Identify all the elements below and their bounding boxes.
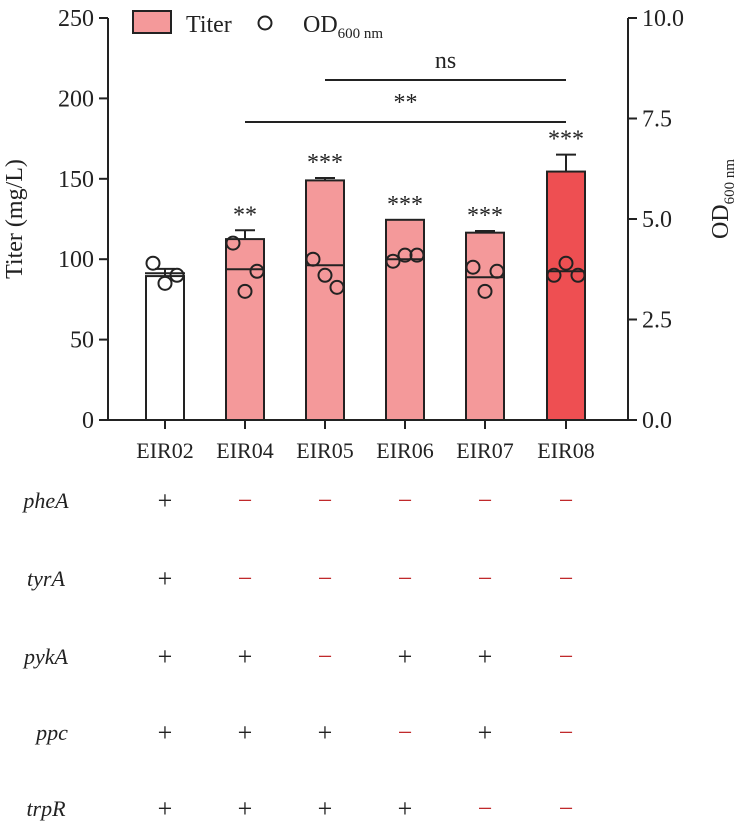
left-y-tick-label: 0 xyxy=(82,408,94,434)
genotype-trpR-eir04: + xyxy=(238,794,253,823)
legend-od-label: OD600 nm xyxy=(303,12,383,42)
genotype-ppc-eir06: − xyxy=(398,718,413,747)
right-y-axis-title-main: OD xyxy=(708,204,734,239)
genotype-ppc-eir05: + xyxy=(318,718,333,747)
genotype-pykA-eir04: + xyxy=(238,642,253,671)
bar-eir02 xyxy=(145,275,185,422)
right-y-tick-label: 10.0 xyxy=(642,6,684,32)
significance-label: *** xyxy=(387,192,423,218)
bar-eir04 xyxy=(225,238,265,421)
gene-label-tyrA: tyrA xyxy=(27,566,65,591)
genotype-trpR-eir06: + xyxy=(398,794,413,823)
right-y-tick-label: 5.0 xyxy=(642,207,672,233)
od-point xyxy=(558,255,574,271)
left-y-tick-label: 200 xyxy=(58,86,94,112)
genotype-tyrA-eir06: − xyxy=(398,564,413,593)
genotype-trpR-eir02: + xyxy=(158,794,173,823)
bar-eir08 xyxy=(546,170,586,421)
genotype-ppc-eir04: + xyxy=(238,718,253,747)
od-point xyxy=(305,251,321,267)
x-tick-label: EIR06 xyxy=(376,438,433,463)
genotype-tyrA-eir02: + xyxy=(158,564,173,593)
gene-label-ppc: ppc xyxy=(34,720,68,745)
genotype-trpR-eir08: − xyxy=(559,794,574,823)
od-point xyxy=(570,267,586,283)
left-y-tick-label: 150 xyxy=(58,167,94,193)
bracket-label: ns xyxy=(435,48,456,74)
genotype-table: pheA + − − − − − tyrA + − − − − − pykA + + − + + − ppc + + + − + − t… xyxy=(21,486,573,823)
gene-label-pykA: pykA xyxy=(22,644,69,669)
od-point xyxy=(385,253,401,269)
left-y-tick-label: 100 xyxy=(58,247,94,273)
genotype-ppc-eir08: − xyxy=(559,718,574,747)
gene-label-trpR: trpR xyxy=(26,796,66,821)
significance-label: ** xyxy=(233,202,257,228)
od-point xyxy=(465,259,481,275)
genotype-tyrA-eir08: − xyxy=(559,564,574,593)
left-y-tick-label: 250 xyxy=(58,6,94,32)
genotype-pheA-eir04: − xyxy=(238,486,253,515)
right-y-tick-label: 2.5 xyxy=(642,308,672,334)
od-point xyxy=(169,267,185,283)
x-tick-label: EIR04 xyxy=(216,438,273,463)
od-point xyxy=(157,275,173,291)
x-tick-label: EIR05 xyxy=(296,438,353,463)
genotype-pheA-eir08: − xyxy=(559,486,574,515)
genotype-ppc-eir02: + xyxy=(158,718,173,747)
genotype-pykA-eir05: − xyxy=(318,642,333,671)
gene-label-pheA: pheA xyxy=(21,488,69,513)
genotype-tyrA-eir07: − xyxy=(478,564,493,593)
right-y-tick-label: 0.0 xyxy=(642,408,672,434)
legend-od-sub: 600 nm xyxy=(338,26,384,42)
legend-od-main: OD xyxy=(303,12,338,38)
od-point xyxy=(249,263,265,279)
genotype-pykA-eir02: + xyxy=(158,642,173,671)
genotype-tyrA-eir05: − xyxy=(318,564,333,593)
right-y-tick-label: 7.5 xyxy=(642,107,672,133)
left-y-tick-label: 50 xyxy=(70,328,94,354)
genotype-pykA-eir06: + xyxy=(398,642,413,671)
x-tick-label: EIR02 xyxy=(136,438,193,463)
od-point xyxy=(489,263,505,279)
od-point xyxy=(225,235,241,251)
od-point xyxy=(409,247,425,263)
genotype-pykA-eir08: − xyxy=(559,642,574,671)
x-tick-label: EIR07 xyxy=(456,438,513,463)
genotype-ppc-eir07: + xyxy=(478,718,493,747)
legend-titer-swatch xyxy=(132,10,172,34)
significance-label: *** xyxy=(307,150,343,176)
od-point xyxy=(237,283,253,299)
od-point xyxy=(546,267,562,283)
genotype-pheA-eir02: + xyxy=(158,486,173,515)
right-y-axis-title-sub: 600 nm xyxy=(722,159,738,205)
bar-eir05 xyxy=(305,179,345,421)
left-y-axis-title: Titer (mg/L) xyxy=(2,159,28,279)
genotype-trpR-eir07: − xyxy=(478,794,493,823)
od-point xyxy=(145,255,161,271)
bar-eir06 xyxy=(385,218,425,421)
od-point xyxy=(317,267,333,283)
legend-od-marker xyxy=(257,15,273,31)
plot-area: 0 50 100 150 200 250 0.0 2.5 5.0 7.5 10.0 Titer (mg… xyxy=(2,6,738,463)
od-point xyxy=(477,283,493,299)
right-y-axis-title: OD600 nm xyxy=(708,159,738,239)
genotype-pheA-eir05: − xyxy=(318,486,333,515)
significance-label: *** xyxy=(467,203,503,229)
genotype-pheA-eir06: − xyxy=(398,486,413,515)
legend-titer-label: Titer xyxy=(186,12,232,38)
x-tick-label: EIR08 xyxy=(537,438,594,463)
genotype-pheA-eir07: − xyxy=(478,486,493,515)
genotype-pykA-eir07: + xyxy=(478,642,493,671)
genotype-trpR-eir05: + xyxy=(318,794,333,823)
significance-label: *** xyxy=(548,127,584,153)
od-point xyxy=(329,279,345,295)
bracket-label: ** xyxy=(394,90,418,116)
genotype-tyrA-eir04: − xyxy=(238,564,253,593)
